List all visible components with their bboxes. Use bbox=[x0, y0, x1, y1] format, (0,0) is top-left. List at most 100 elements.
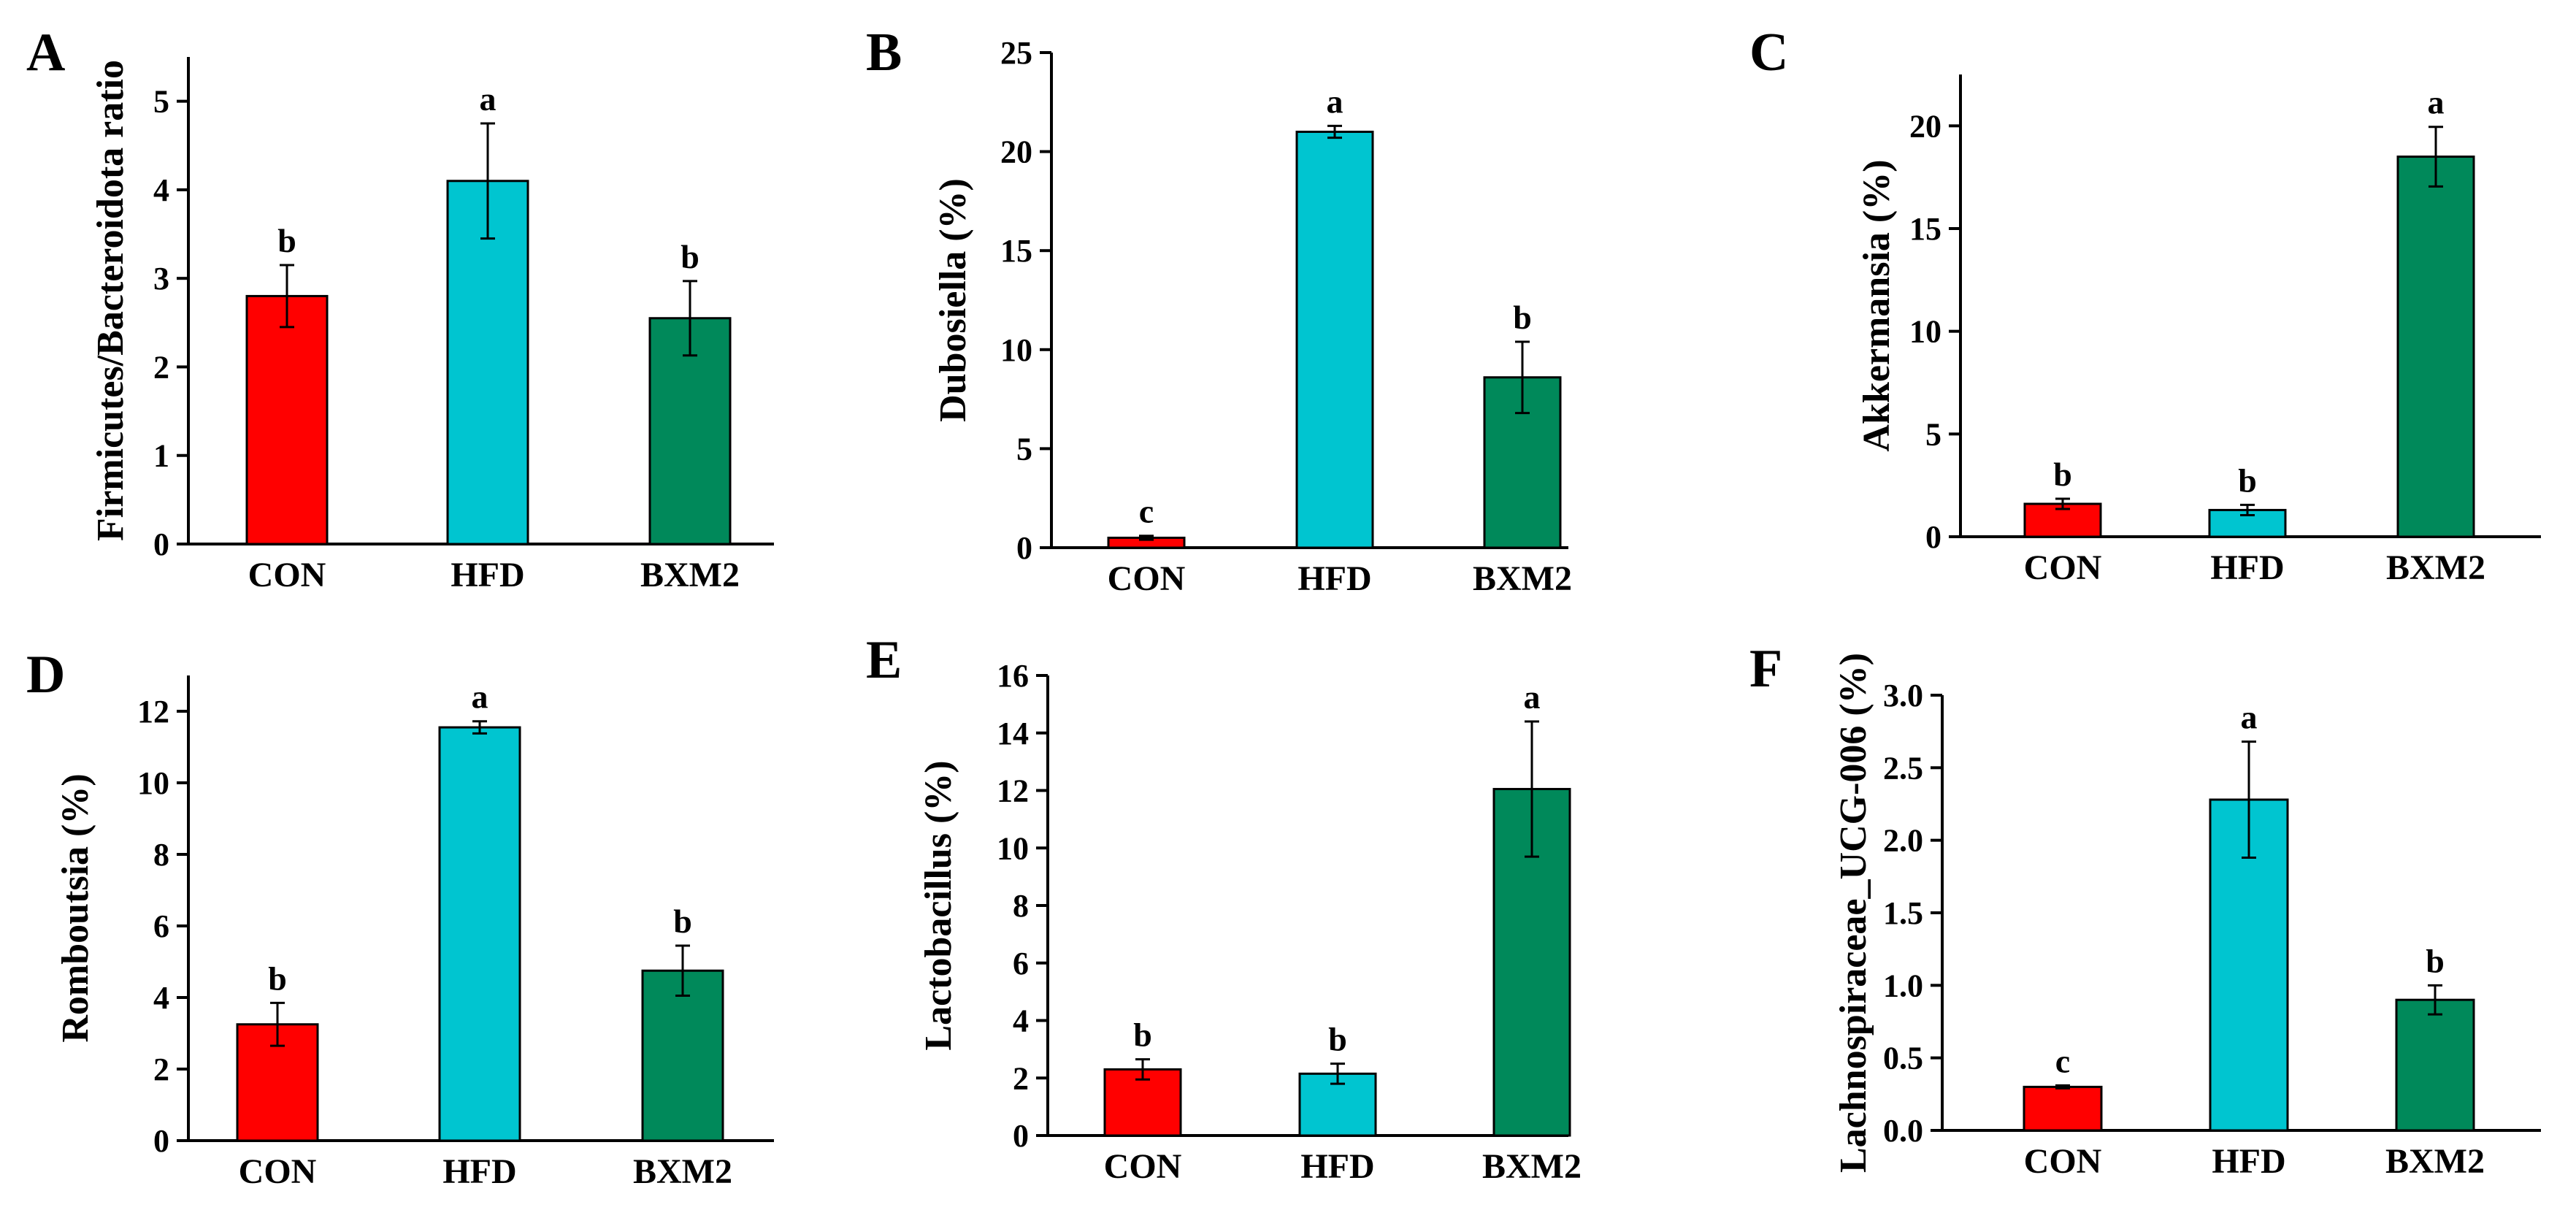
y-tick-label: 4 bbox=[153, 980, 169, 1016]
category-label: CON bbox=[1104, 1147, 1182, 1186]
significance-letter: b bbox=[681, 238, 699, 275]
significance-letter: a bbox=[1327, 83, 1343, 120]
category-label: CON bbox=[1108, 559, 1186, 598]
y-tick-label: 3 bbox=[153, 261, 169, 296]
y-tick-label: 0 bbox=[153, 1123, 169, 1159]
significance-letter: b bbox=[268, 960, 287, 997]
significance-letter: c bbox=[1139, 493, 1154, 530]
panel-letter: B bbox=[866, 23, 902, 83]
y-tick-label: 1.5 bbox=[1883, 895, 1923, 931]
y-tick-label: 12 bbox=[997, 773, 1029, 809]
y-tick-label: 8 bbox=[153, 837, 169, 873]
category-label: CON bbox=[2024, 548, 2102, 587]
significance-letter: a bbox=[2428, 84, 2445, 121]
panel-e: E 0 2 4 6 8 10 12 14 16 Lactobacillus (%) b CON b HFD a… bbox=[866, 630, 1582, 1186]
y-axis-title: Lachnospiraceae_UCG-006 (%) bbox=[1833, 653, 1874, 1173]
significance-letter: b bbox=[1133, 1016, 1152, 1054]
significance-letter: b bbox=[1328, 1021, 1347, 1058]
category-label: HFD bbox=[2212, 1142, 2285, 1181]
y-tick-label: 6 bbox=[1013, 946, 1029, 981]
y-tick-label: 2 bbox=[153, 349, 169, 385]
panel-f: F 0.0 0.5 1.0 1.5 2.0 2.5 3.0 Lachnospiraceae_UC… bbox=[1749, 639, 2541, 1181]
category-label: BXM2 bbox=[1473, 559, 1572, 598]
significance-letter: b bbox=[1513, 299, 1532, 336]
category-label: HFD bbox=[1300, 1147, 1374, 1186]
significance-letter: b bbox=[2053, 456, 2072, 493]
y-axis-title: Dubosiella (%) bbox=[932, 178, 974, 422]
y-tick-label: 20 bbox=[1000, 134, 1032, 170]
bar-bxm2 bbox=[2395, 998, 2475, 1132]
significance-letter: a bbox=[480, 80, 497, 118]
y-tick-label: 12 bbox=[137, 694, 169, 730]
panel-a: A 0 1 2 3 4 5 Firmicutes/Bacteroidota ratio b CON… bbox=[26, 23, 774, 594]
y-tick-label: 16 bbox=[997, 658, 1029, 694]
y-tick-label: 0.5 bbox=[1883, 1041, 1923, 1076]
category-label: CON bbox=[239, 1152, 317, 1191]
significance-letter: b bbox=[2238, 462, 2257, 499]
bar-bxm2 bbox=[641, 969, 724, 1142]
y-tick-label: 2 bbox=[1013, 1060, 1029, 1096]
bar-hfd bbox=[2209, 798, 2289, 1132]
y-axis-title: Romboutsia (%) bbox=[55, 773, 96, 1042]
category-label: HFD bbox=[2210, 548, 2284, 587]
y-tick-label: 10 bbox=[997, 830, 1029, 866]
y-tick-label: 25 bbox=[1000, 35, 1032, 71]
y-tick-label: 6 bbox=[153, 908, 169, 944]
y-tick-label: 15 bbox=[1909, 211, 1941, 247]
y-tick-label: 10 bbox=[137, 765, 169, 801]
y-tick-label: 2.0 bbox=[1883, 823, 1923, 859]
y-tick-label: 8 bbox=[1013, 888, 1029, 924]
bar-hfd bbox=[1295, 130, 1374, 549]
bar-con bbox=[2023, 1085, 2103, 1132]
panel-b: B 0 5 10 15 20 25 Dubosiella (%) c CON a HFD b BXM2 bbox=[866, 23, 1572, 598]
panel-letter: F bbox=[1749, 639, 1782, 699]
significance-letter: b bbox=[673, 903, 692, 940]
panel-c: C 0 5 10 15 20 Akkermansia (%) b CON b HFD a BXM2 bbox=[1749, 23, 2541, 587]
category-label: CON bbox=[248, 556, 326, 594]
y-axis-title: Firmicutes/Bacteroidota ratio bbox=[90, 60, 131, 541]
y-tick-label: 4 bbox=[1013, 1003, 1029, 1039]
panel-letter: E bbox=[866, 630, 902, 690]
y-tick-label: 1 bbox=[153, 438, 169, 474]
significance-letter: a bbox=[2241, 699, 2258, 736]
significance-letter: b bbox=[277, 222, 296, 259]
category-label: BXM2 bbox=[640, 556, 740, 594]
significance-letter: b bbox=[2426, 942, 2445, 979]
bar-hfd bbox=[438, 726, 521, 1142]
y-tick-label: 14 bbox=[997, 716, 1029, 751]
category-label: BXM2 bbox=[2385, 1142, 2485, 1181]
significance-letter: a bbox=[1524, 678, 1541, 716]
category-label: BXM2 bbox=[2386, 548, 2485, 587]
y-tick-label: 10 bbox=[1909, 314, 1941, 350]
category-label: HFD bbox=[1297, 559, 1371, 598]
bar-con bbox=[245, 294, 329, 545]
y-tick-label: 0 bbox=[1925, 519, 1941, 555]
significance-letter: c bbox=[2055, 1042, 2070, 1079]
y-tick-label: 0 bbox=[1016, 530, 1032, 566]
y-tick-label: 4 bbox=[153, 172, 169, 208]
y-tick-label: 5 bbox=[1016, 431, 1032, 467]
bar-bxm2 bbox=[2396, 156, 2475, 538]
panel-d: D 0 2 4 6 8 10 12 Romboutsia (%) b CON a HFD b BXM2 bbox=[26, 645, 774, 1191]
bar-hfd bbox=[446, 180, 529, 545]
category-label: BXM2 bbox=[633, 1152, 732, 1191]
y-tick-label: 2.5 bbox=[1883, 750, 1923, 786]
y-tick-label: 5 bbox=[153, 84, 169, 120]
y-tick-label: 3.0 bbox=[1883, 678, 1923, 713]
y-tick-label: 10 bbox=[1000, 332, 1032, 368]
category-label: HFD bbox=[451, 556, 524, 594]
y-tick-label: 0 bbox=[153, 526, 169, 562]
y-tick-label: 1.0 bbox=[1883, 968, 1923, 1003]
panel-letter: A bbox=[26, 23, 65, 83]
y-tick-label: 0 bbox=[1013, 1118, 1029, 1154]
y-tick-label: 0.0 bbox=[1883, 1113, 1923, 1149]
y-tick-label: 5 bbox=[1925, 416, 1941, 452]
category-label: HFD bbox=[442, 1152, 516, 1191]
y-axis-title: Lactobacillus (%) bbox=[918, 760, 959, 1050]
category-label: CON bbox=[2024, 1142, 2102, 1181]
y-axis-title: Akkermansia (%) bbox=[1856, 159, 1898, 451]
panel-letter: C bbox=[1749, 23, 1788, 83]
significance-letter: a bbox=[472, 678, 488, 716]
